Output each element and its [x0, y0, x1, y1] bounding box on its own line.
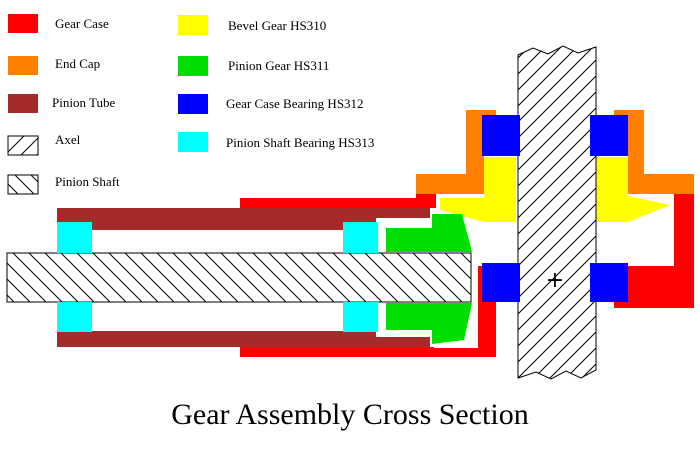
legend: Gear Case End Cap Pinion Tube Axel Pinio…	[7, 14, 374, 195]
legend-label-pinion-gear: Pinion Gear HS311	[228, 58, 329, 73]
legend-swatch-pinion-shaft-bearing	[178, 132, 208, 152]
legend-label-pinion-shaft: Pinion Shaft	[55, 174, 120, 189]
gear-case-bearing-bottom-right	[590, 263, 628, 302]
pinion-shaft-bearing-top-left	[57, 222, 92, 253]
legend-label-end-cap: End Cap	[55, 56, 100, 71]
pinion-shaft-bearing-bottom-left	[57, 302, 92, 332]
end-cap-right	[614, 110, 694, 194]
pinion-shaft	[6, 252, 472, 303]
pinion-shaft-bearing-bottom-right	[343, 302, 378, 332]
bevel-gear-right	[596, 157, 670, 222]
bevel-gear-left	[440, 157, 516, 222]
legend-swatch-end-cap	[8, 56, 38, 75]
diagram-title: Gear Assembly Cross Section	[171, 398, 528, 431]
legend-swatch-pinion-gear	[178, 56, 208, 76]
legend-label-axel: Axel	[55, 132, 81, 147]
legend-label-bevel-gear: Bevel Gear HS310	[228, 18, 326, 33]
legend-swatch-pinion-shaft	[7, 174, 39, 195]
legend-swatch-gear-case-bearing	[178, 94, 208, 114]
pinion-tube-top	[57, 208, 430, 230]
legend-label-pinion-tube: Pinion Tube	[52, 95, 115, 110]
axel-center-mark: +	[546, 268, 564, 293]
pinion-shaft-bearing-top-right	[343, 222, 378, 253]
legend-swatch-pinion-tube	[8, 94, 38, 113]
pinion-gear-bottom	[386, 303, 472, 344]
legend-swatch-bevel-gear	[178, 15, 208, 35]
legend-label-gear-case: Gear Case	[55, 16, 109, 31]
pinion-gear-top	[386, 214, 472, 252]
gear-case-left	[240, 184, 436, 208]
gear-case-left-lower	[240, 266, 496, 357]
axel	[517, 45, 597, 380]
legend-label-pinion-shaft-bearing: Pinion Shaft Bearing HS313	[226, 135, 374, 150]
legend-swatch-gear-case	[8, 14, 38, 33]
legend-label-gear-case-bearing: Gear Case Bearing HS312	[226, 96, 364, 111]
gear-case-bearing-top-left	[482, 115, 520, 156]
pinion-tube-bottom	[57, 331, 430, 347]
legend-swatch-axel	[7, 135, 39, 156]
cross-section: +	[6, 45, 694, 380]
end-cap-left	[416, 110, 496, 194]
gear-case-right	[614, 184, 694, 308]
gear-case-bearing-bottom-left	[482, 263, 520, 302]
gear-case-bearing-top-right	[590, 115, 628, 156]
